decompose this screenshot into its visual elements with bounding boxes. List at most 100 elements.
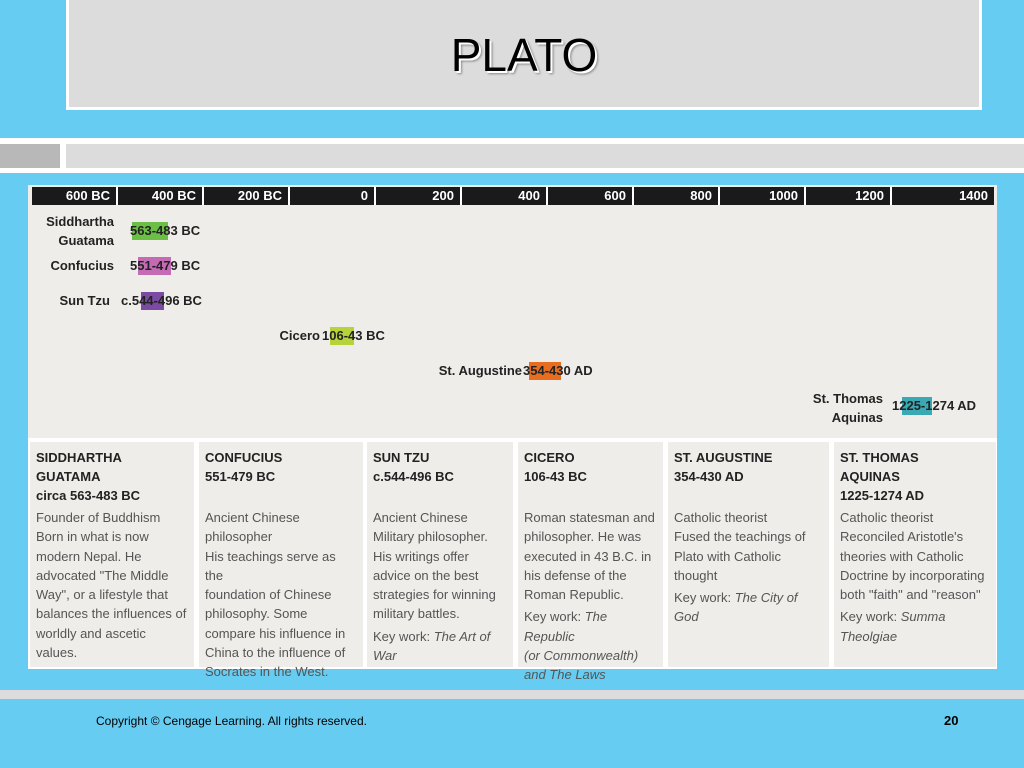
card-heading: CICERO 106-43 BC <box>524 448 657 486</box>
key-work-title: The Republic <box>524 609 608 644</box>
card-text-line: Doctrine by incorporating <box>840 567 985 583</box>
timeline-name-st-augustine: St. Augustine <box>418 361 522 380</box>
tick-label: 0 <box>290 187 376 205</box>
tick-label: 800 <box>634 187 720 205</box>
tick-label: 1400 <box>959 188 988 203</box>
card-st-thomas-aquinas: ST. THOMAS AQUINAS 1225-1274 AD Catholic… <box>834 442 996 667</box>
card-description: Founder of Buddhism Born in what is now … <box>36 508 188 662</box>
card-heading-line: GUATAMA <box>36 469 101 484</box>
name-line: Aquinas <box>831 410 883 425</box>
card-text-line: both "faith" and "reason" <box>840 587 981 603</box>
lifespan-bar-cicero <box>330 327 354 345</box>
timeline-name-siddhartha: Siddhartha Guatama <box>36 212 114 250</box>
lifespan-bar-confucius <box>138 257 171 275</box>
card-text-line: thought <box>674 567 718 583</box>
name-line: St. Augustine <box>438 363 522 378</box>
card-text-line: Plato with Catholic <box>674 548 781 564</box>
tick-label: 1000 <box>720 187 806 205</box>
card-text-line: Roman statesman and <box>524 510 655 525</box>
card-text-line: theories with Catholic <box>840 548 964 564</box>
key-work-title: and The Laws <box>524 667 606 683</box>
name-line: Sun Tzu <box>59 293 110 308</box>
timeline-name-confucius: Confucius <box>36 256 114 275</box>
slide-title: PLATO <box>450 29 598 81</box>
card-heading: SIDDHARTHA GUATAMA circa 563-483 BC <box>36 448 188 505</box>
card-heading-line: ST. AUGUSTINE <box>674 450 773 465</box>
card-description: Ancient Chinese Military philosopher. Hi… <box>373 508 507 624</box>
lifespan-bar-st-augustine <box>529 362 561 380</box>
name-line: Confucius <box>50 258 114 273</box>
card-heading-line: CICERO <box>524 450 575 465</box>
timeline-name-st-thomas-aquinas: St. Thomas Aquinas <box>790 389 883 427</box>
name-line: Siddhartha <box>46 214 114 229</box>
key-work-title: (or Commonwealth) <box>524 648 639 664</box>
card-text-line: philosopher <box>205 529 273 545</box>
card-text-line: Socrates in the West. <box>205 664 329 680</box>
card-text-line: philosophy. Some <box>205 606 308 622</box>
card-description: Catholic theorist Fused the teachings of… <box>674 508 823 585</box>
tick-label: 600 BC <box>32 187 118 205</box>
key-work-title: The City of God <box>674 590 798 625</box>
card-heading-line: AQUINAS <box>840 469 900 484</box>
timeline-dates-sun-tzu: c.544-496 BC <box>121 293 202 308</box>
card-text-line: His teachings serve as the <box>205 548 336 583</box>
card-text-line: Fused the teachings of <box>674 529 806 545</box>
card-heading: SUN TZU c.544-496 BC <box>373 448 507 486</box>
tick-label: 200 <box>376 187 462 205</box>
card-text-line: Reconciled Aristotle's <box>840 529 964 545</box>
card-heading-line: SIDDHARTHA <box>36 450 122 465</box>
timeline-name-sun-tzu: Sun Tzu <box>36 291 110 310</box>
card-st-augustine: ST. AUGUSTINE 354-430 AD Catholic theori… <box>668 442 829 667</box>
card-text-line: philosopher. He was <box>524 529 642 545</box>
key-work-label: Key work: <box>840 609 901 625</box>
lifespan-bar-siddhartha <box>132 222 168 240</box>
timeline-dates-st-thomas-aquinas: 1225-1274 AD <box>892 398 977 413</box>
card-siddhartha: SIDDHARTHA GUATAMA circa 563-483 BC Foun… <box>30 442 194 667</box>
card-text-line: worldly and ascetic values. <box>36 625 146 661</box>
card-text-line: Military philosopher. <box>373 529 488 545</box>
card-text-line: compare his influence in <box>205 625 346 641</box>
timeline-dates-confucius: 551-479 BC <box>130 258 201 273</box>
copyright-text: Copyright © Cengage Learning. All rights… <box>96 714 367 728</box>
card-text-line: Founder of Buddhism <box>36 510 161 525</box>
card-text-line: Ancient Chinese <box>373 510 468 525</box>
card-heading-line: c.544-496 BC <box>373 469 454 484</box>
tick-label: 400 <box>462 187 548 205</box>
name-line: St. Thomas <box>812 391 883 406</box>
key-work-label: Key work: <box>373 628 434 644</box>
lifespan-bar-sun-tzu <box>141 292 164 310</box>
card-text-line: military battles. <box>373 606 460 622</box>
card-text-line: Way", or a lifestyle that <box>36 587 169 603</box>
footer-divider <box>0 690 1024 699</box>
card-heading: CONFUCIUS 551-479 BC <box>205 448 357 486</box>
card-heading-line: CONFUCIUS <box>205 450 283 465</box>
card-text-line: strategies for winning <box>373 587 496 603</box>
card-text-line: Catholic theorist <box>674 510 768 525</box>
card-heading-line: 1225-1274 AD <box>840 488 925 503</box>
name-line: Guatama <box>58 233 114 248</box>
timeline-axis: 600 BC 400 BC 200 BC 0 200 400 600 800 1… <box>32 187 994 205</box>
card-text-line: Roman Republic. <box>524 587 624 603</box>
card-text-line: advice on the best <box>373 567 479 583</box>
key-work-title: War <box>373 648 397 664</box>
key-work-title: Summa <box>900 609 946 625</box>
card-text-line: China to the influence of <box>205 645 346 661</box>
card-sun-tzu: SUN TZU c.544-496 BC Ancient Chinese Mil… <box>367 442 513 667</box>
card-heading-line: 106-43 BC <box>524 469 587 484</box>
tick-label: 400 BC <box>118 187 204 205</box>
card-text-line: His writings offer <box>373 548 469 564</box>
tick-label: 1200 <box>806 187 892 205</box>
divider-accent-left <box>0 144 60 168</box>
title-box: PLATO <box>66 0 982 110</box>
tick-label: 600 <box>548 187 634 205</box>
card-heading-line: circa 563-483 BC <box>36 488 141 503</box>
key-work-label: Key work: <box>674 590 735 606</box>
card-text-line: Catholic theorist <box>840 510 934 525</box>
card-heading: ST. THOMAS AQUINAS 1225-1274 AD <box>840 448 990 505</box>
card-heading-line: SUN TZU <box>373 450 430 465</box>
card-text-line: Ancient Chinese <box>205 510 300 525</box>
card-description: Roman statesman and philosopher. He was … <box>524 508 657 604</box>
card-text-line: modern Nepal. He <box>36 548 142 564</box>
card-heading: ST. AUGUSTINE 354-430 AD <box>674 448 823 486</box>
card-cicero: CICERO 106-43 BC Roman statesman and phi… <box>518 442 663 682</box>
